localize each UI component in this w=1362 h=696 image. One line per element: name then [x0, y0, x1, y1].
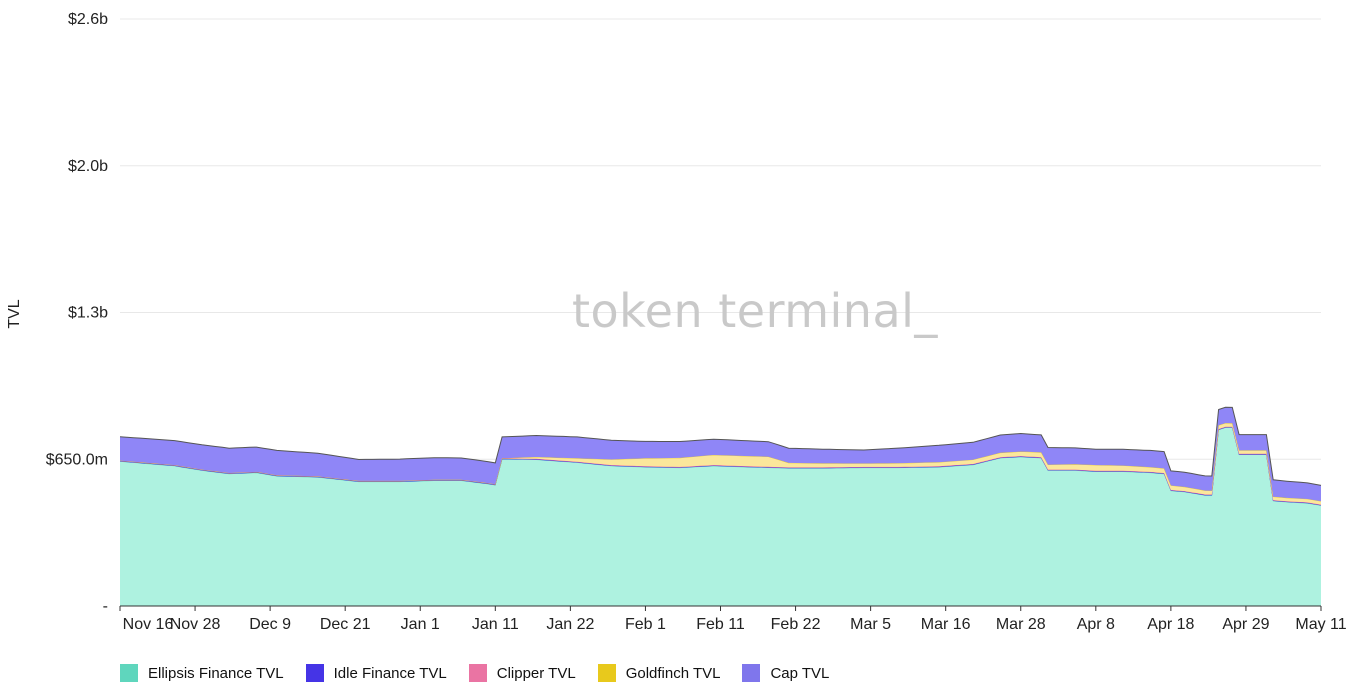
- y-axis-label: TVL: [6, 299, 23, 328]
- x-tick-label: Feb 1: [625, 616, 666, 633]
- grid-lines: [120, 18, 1321, 460]
- x-tick-label: Mar 16: [921, 616, 971, 633]
- y-tick-label: -: [103, 598, 108, 615]
- legend-label: Cap TVL: [770, 664, 830, 682]
- y-tick-label: $650.0m: [46, 451, 108, 468]
- x-tick-label: Mar 5: [850, 616, 891, 633]
- legend-item[interactable]: Ellipsis Finance TVL: [120, 664, 284, 682]
- legend-label: Goldfinch TVL: [625, 664, 721, 682]
- area-series: [119, 406, 1322, 606]
- legend-swatch: [597, 664, 616, 682]
- x-tick-label: Apr 18: [1147, 616, 1194, 633]
- legend-swatch: [305, 664, 324, 682]
- x-tick-label: Nov 16: [123, 616, 174, 633]
- area-cap-tvl: [120, 407, 1321, 502]
- y-axis-ticks: - $650.0m $1.3b $2.0b $2.6b: [46, 11, 108, 615]
- legend-swatch: [468, 664, 487, 682]
- x-tick-label: Apr 8: [1077, 616, 1115, 633]
- x-tick-label: Jan 11: [472, 616, 519, 633]
- y-tick-label: $2.0b: [68, 158, 108, 175]
- area-edge: [119, 406, 1322, 486]
- area-goldfinch-tvl: [120, 423, 1321, 505]
- x-tick-label: Dec 21: [320, 616, 371, 633]
- legend-label: Clipper TVL: [496, 664, 576, 682]
- legend-label: Idle Finance TVL: [333, 664, 447, 682]
- y-tick-label: $1.3b: [68, 305, 108, 322]
- legend-label: Ellipsis Finance TVL: [148, 664, 284, 682]
- x-tick-label: Jan 22: [546, 616, 594, 633]
- legend-item[interactable]: Goldfinch TVL: [597, 664, 721, 682]
- watermark: token terminal_: [572, 284, 938, 338]
- x-tick-label: Dec 9: [249, 616, 291, 633]
- legend-swatch: [120, 664, 138, 682]
- legend-item[interactable]: Idle Finance TVL: [305, 664, 447, 682]
- y-tick-label: $2.6b: [68, 11, 108, 28]
- x-tick-label: May 11: [1295, 616, 1346, 633]
- x-tick-label: Feb 11: [696, 616, 745, 633]
- x-tick-label: Jan 1: [401, 616, 440, 633]
- x-tick-label: Apr 29: [1222, 616, 1269, 633]
- legend-item[interactable]: Cap TVL: [742, 664, 829, 682]
- legend-swatch: [742, 664, 761, 682]
- area-ellipsis-finance-tvl: [120, 427, 1321, 606]
- legend: Ellipsis Finance TVL Idle Finance TVL Clip…: [120, 664, 829, 682]
- x-tick-label: Mar 28: [996, 616, 1046, 633]
- x-tick-label: Feb 22: [771, 616, 821, 633]
- legend-item[interactable]: Clipper TVL: [468, 664, 576, 682]
- x-tick-label: Nov 28: [170, 616, 221, 633]
